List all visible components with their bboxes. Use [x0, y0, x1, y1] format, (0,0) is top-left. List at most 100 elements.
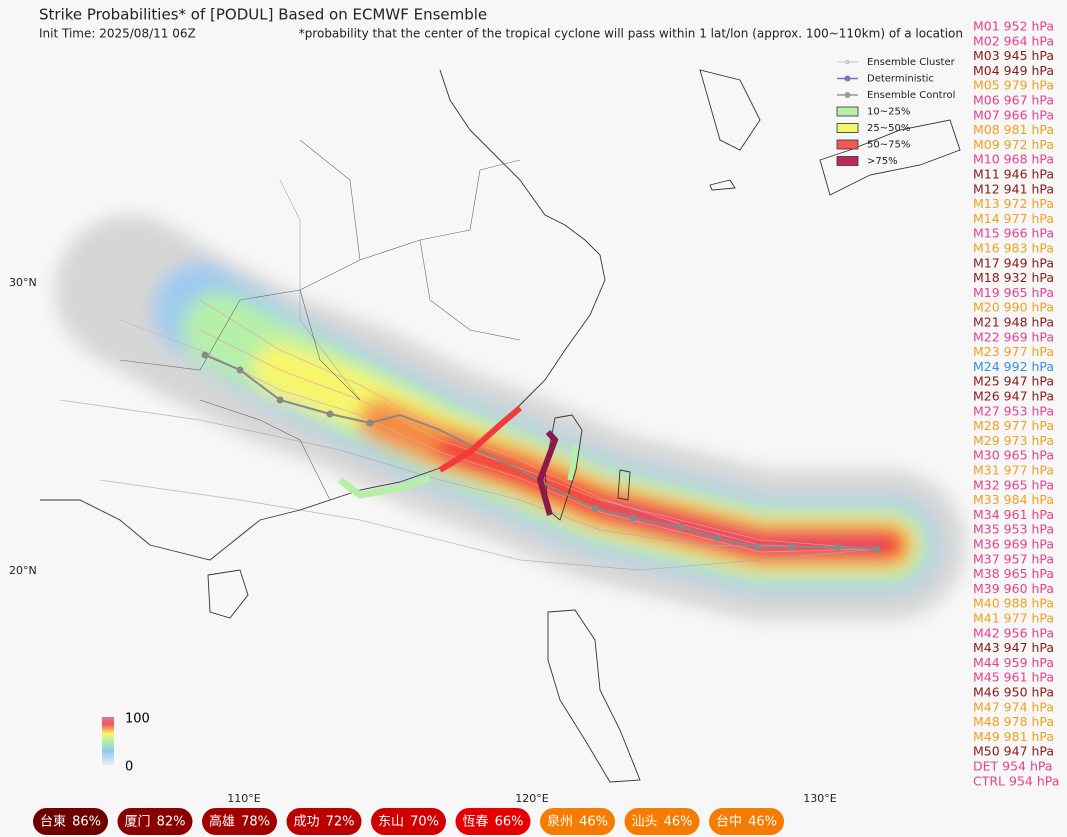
location-badge [540, 808, 615, 835]
location-badge [286, 808, 362, 835]
member-pressure: M09 972 hPa [973, 137, 1054, 152]
member-pressure: M39 960 hPa [973, 581, 1054, 596]
member-pressure: M14 977 hPa [973, 211, 1054, 226]
colorbar-ramp [102, 717, 114, 765]
colorbar-max: 100 [125, 712, 150, 727]
location-probability: 46% [664, 815, 693, 830]
member-pressure: M17 949 hPa [973, 255, 1054, 270]
location-name: 泉州 [547, 814, 573, 830]
member-pressure: M18 932 hPa [973, 270, 1054, 285]
location-badge [624, 808, 700, 835]
member-pressure: M42 956 hPa [973, 625, 1054, 640]
init-time: Init Time: 2025/08/11 06Z [39, 27, 196, 41]
member-pressure: M23 977 hPa [973, 344, 1054, 359]
location-badge [117, 808, 193, 835]
member-pressure: M32 965 hPa [973, 477, 1054, 492]
member-pressure: M07 966 hPa [973, 107, 1054, 122]
legend-label: Ensemble Control [867, 90, 955, 101]
member-pressure: M26 947 hPa [973, 389, 1054, 404]
location-badge [202, 808, 277, 835]
member-pressure: M10 968 hPa [973, 152, 1054, 167]
location-name: 汕头 [632, 815, 658, 830]
member-pressure: CTRL 954 hPa [973, 773, 1059, 788]
location-probability: 70% [410, 815, 439, 830]
member-pressure: M27 953 hPa [973, 403, 1054, 418]
legend-swatch [836, 106, 859, 117]
legend-label: Ensemble Cluster [867, 57, 956, 68]
location-badges: 台東 86% 厦门 82% 高雄 78% 成功 72% 东山 70% 恆春 66% 泉州 46% 汕头 46%… [33, 808, 784, 835]
coast-highlights [337, 405, 579, 516]
location-probability: 46% [579, 815, 608, 830]
member-pressure: M16 983 hPa [973, 241, 1054, 256]
member-pressure: M45 961 hPa [973, 670, 1054, 685]
location-probability: 86% [72, 815, 101, 830]
lon-label: 110°E [227, 792, 260, 805]
colorbar: 100 0 [102, 712, 150, 775]
member-pressure: M24 992 hPa [973, 359, 1054, 374]
legend-label: Deterministic [867, 74, 934, 85]
coastlines [40, 69, 961, 783]
member-pressure: M21 948 hPa [973, 315, 1054, 330]
location-probability: 72% [326, 815, 355, 830]
location-name: 成功 [294, 815, 320, 830]
member-pressure: M03 945 hPa [973, 48, 1054, 63]
location-probability: 82% [157, 815, 186, 830]
member-pressure: M38 965 hPa [973, 566, 1054, 581]
member-pressure: M04 949 hPa [973, 63, 1054, 78]
title: Strike Probabilities* of [PODUL] Based o… [39, 6, 487, 24]
member-pressure: M33 984 hPa [973, 492, 1054, 507]
legend-swatch [836, 139, 859, 150]
location-badge [371, 808, 446, 835]
legend-swatch [836, 156, 859, 166]
legend-dot [845, 60, 850, 64]
member-pressure: M47 974 hPa [973, 699, 1054, 714]
member-pressure: M29 973 hPa [973, 433, 1054, 448]
location-name: 厦门 [125, 815, 151, 830]
location-badge [455, 808, 531, 835]
member-pressure: M40 988 hPa [973, 596, 1054, 611]
lat-label: 20°N [9, 564, 37, 577]
legend: Ensemble Cluster Deterministic Ensemble Co… [836, 57, 956, 167]
legend-label: 10~25% [867, 107, 910, 118]
location-name: 台中 [716, 815, 742, 830]
member-pressure: M44 959 hPa [973, 655, 1054, 670]
member-pressure: M50 947 hPa [973, 744, 1054, 759]
member-pressure: M19 965 hPa [973, 285, 1054, 300]
legend-label: >75% [867, 156, 898, 167]
member-pressure: M12 941 hPa [973, 181, 1054, 196]
note: *probability that the center of the trop… [299, 27, 963, 41]
legend-label: 50~75% [867, 140, 910, 151]
member-pressure: DET 954 hPa [973, 759, 1053, 774]
colorbar-min: 0 [125, 760, 133, 775]
member-pressure: M22 969 hPa [973, 329, 1054, 344]
legend-label: 25~50% [867, 123, 910, 134]
member-pressure: M48 978 hPa [973, 714, 1054, 729]
member-pressure: M35 953 hPa [973, 522, 1054, 537]
member-pressure: M34 961 hPa [973, 507, 1054, 522]
member-pressure: M49 981 hPa [973, 729, 1054, 744]
member-pressure: M25 947 hPa [973, 374, 1054, 389]
location-probability: 78% [241, 815, 270, 830]
member-pressure: M36 969 hPa [973, 537, 1054, 552]
member-pressure: M41 977 hPa [973, 611, 1054, 626]
member-pressure: M31 977 hPa [973, 463, 1054, 478]
location-badge [709, 808, 784, 835]
location-badge [33, 808, 108, 835]
member-pressure: M11 946 hPa [973, 167, 1054, 182]
member-pressure: M06 967 hPa [973, 93, 1054, 108]
member-pressure: M46 950 hPa [973, 685, 1054, 700]
lat-label: 30°N [9, 276, 37, 289]
member-pressure: M05 979 hPa [973, 78, 1054, 93]
lon-label: 130°E [803, 792, 836, 805]
location-probability: 46% [748, 815, 777, 830]
legend-swatch [836, 123, 859, 133]
member-pressure: M43 947 hPa [973, 640, 1054, 655]
member-pressure: M01 952 hPa [973, 19, 1054, 34]
member-pressure: M30 965 hPa [973, 448, 1054, 463]
location-name: 台東 [40, 814, 66, 830]
member-pressure: M15 966 hPa [973, 226, 1054, 241]
member-pressure: M37 957 hPa [973, 551, 1054, 566]
location-probability: 66% [495, 815, 524, 830]
